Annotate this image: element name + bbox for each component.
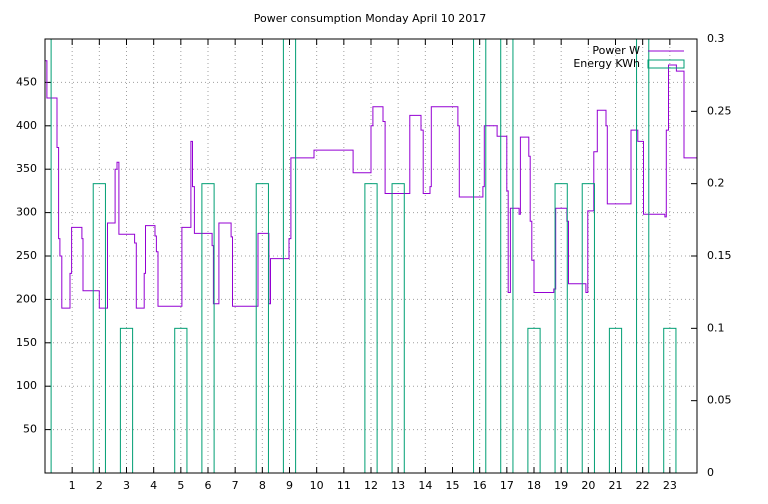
y-tick-label: 450 [16,75,37,88]
legend-swatch [647,59,685,69]
y-tick-label: 250 [16,249,37,262]
energy-box [473,39,487,473]
y-tick-label: 100 [16,379,37,392]
energy-box [92,183,106,473]
x-tick-label: 23 [663,479,677,492]
x-tick-label: 4 [150,479,157,492]
energy-box [527,327,541,473]
energy-box [174,327,188,473]
x-tick-label: 13 [391,479,405,492]
x-tick-label: 11 [337,479,351,492]
energy-box [282,39,297,473]
x-tick-label: 7 [232,479,239,492]
energy-box [636,39,650,473]
y-tick-label: 350 [16,162,37,175]
x-tick-label: 3 [123,479,130,492]
y-tick-label: 400 [16,119,37,132]
y2-tick-label: 0.2 [707,177,725,190]
y-tick-label: 300 [16,206,37,219]
x-tick-label: 9 [286,479,293,492]
x-tick-label: 18 [527,479,541,492]
y-tick-label: 200 [16,292,37,305]
y2-tick-label: 0.15 [707,249,732,262]
energy-box [391,183,405,473]
y2-tick-label: 0.25 [707,104,732,117]
x-tick-label: 14 [418,479,432,492]
x-tick-label: 17 [500,479,514,492]
energy-box [608,327,623,473]
energy-box [663,327,677,473]
plot-border [44,38,698,474]
y2-tick-label: 0.1 [707,321,725,334]
energy-box [554,183,568,473]
plot-area [45,39,697,473]
y2-tick-label: 0 [707,466,714,479]
x-tick-label: 2 [96,479,103,492]
x-tick-label: 10 [310,479,324,492]
energy-box [364,183,378,473]
energy-box [201,183,215,473]
x-tick-label: 1 [69,479,76,492]
x-tick-label: 6 [205,479,212,492]
x-tick-label: 22 [636,479,650,492]
x-tick-label: 19 [554,479,568,492]
energy-box [45,39,52,473]
legend-label: Power W [592,44,640,57]
y2-tick-label: 0.05 [707,394,732,407]
x-tick-label: 8 [259,479,266,492]
y-tick-label: 150 [16,336,37,349]
legend-label: Energy KWh [573,57,640,70]
x-tick-label: 20 [581,479,595,492]
y-tick-label: 50 [23,423,37,436]
x-tick-label: 12 [364,479,378,492]
x-tick-label: 16 [473,479,487,492]
chart-title: Power consumption Monday April 10 2017 [254,12,487,25]
energy-box [255,183,269,473]
energy-box [581,183,595,473]
y2-tick-label: 0.3 [707,32,725,45]
energy-box [119,327,134,473]
x-tick-label: 15 [446,479,460,492]
power-line [45,60,697,309]
energy-box [500,39,514,473]
x-tick-label: 21 [609,479,623,492]
x-tick-label: 5 [177,479,184,492]
